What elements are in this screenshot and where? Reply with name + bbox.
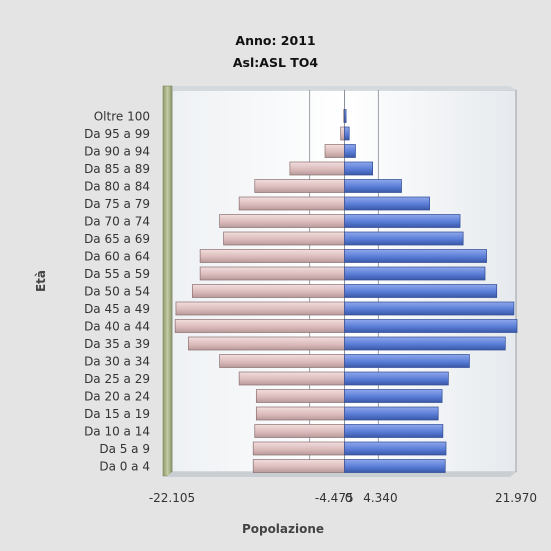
plot-top-edge: [166, 86, 516, 90]
age-label-9: Da 55 a 59: [84, 267, 150, 281]
bar-male-1: [344, 126, 350, 141]
x-axis-title: Popolazione: [242, 522, 324, 536]
bar-female-20: [252, 459, 345, 473]
bar-female-2: [324, 144, 345, 158]
bar-male-8: [344, 249, 487, 263]
bar-female-11: [175, 301, 345, 316]
chart-subtitle: Asl:ASL TO4: [232, 55, 319, 70]
bar-male-6: [344, 214, 461, 228]
bar-female-17: [255, 406, 345, 421]
bar-male-20: [344, 459, 446, 473]
age-label-5: Da 75 a 79: [84, 197, 150, 211]
age-label-17: Da 15 a 19: [84, 407, 150, 421]
bar-male-16: [344, 389, 443, 403]
bar-female-14: [219, 354, 345, 368]
age-label-14: Da 30 a 34: [84, 355, 150, 369]
age-label-0: Oltre 100: [94, 110, 150, 124]
plot-floor: [166, 472, 516, 477]
chart-title: Anno: 2011: [235, 33, 316, 48]
bar-male-7: [344, 231, 464, 246]
age-label-6: Da 70 a 74: [84, 215, 150, 229]
bar-female-10: [191, 284, 345, 298]
bar-female-15: [238, 371, 345, 386]
bar-male-2: [344, 144, 356, 158]
x-tick-label-2: 0: [345, 491, 353, 505]
chart-title-block: Anno: 2011 Asl:ASL TO4: [0, 30, 551, 74]
bar-male-5: [344, 196, 430, 211]
bar-female-5: [238, 196, 345, 211]
bar-female-8: [199, 249, 345, 263]
bar-male-14: [344, 354, 470, 368]
age-label-1: Da 95 a 99: [84, 127, 150, 141]
bar-female-18: [254, 424, 345, 438]
age-label-2: Da 90 a 94: [84, 145, 150, 159]
x-tick-label-3: 4.340: [363, 491, 397, 505]
age-label-8: Da 60 a 64: [84, 250, 150, 264]
y-axis-title: Età: [34, 270, 48, 292]
age-label-12: Da 40 a 44: [84, 320, 150, 334]
bar-male-9: [344, 266, 486, 281]
bar-male-13: [344, 336, 506, 351]
bar-male-17: [344, 406, 439, 421]
age-label-20: Da 0 a 4: [99, 460, 150, 474]
bar-male-0: [344, 109, 347, 123]
age-label-19: Da 5 a 9: [99, 442, 150, 456]
bar-female-6: [219, 214, 345, 228]
bar-female-3: [289, 161, 345, 176]
bar-female-12: [174, 319, 345, 333]
age-label-18: Da 10 a 14: [84, 425, 150, 439]
bar-female-7: [223, 231, 345, 246]
bar-male-3: [344, 161, 373, 176]
x-tick-label-4: 21.970: [495, 491, 537, 505]
age-label-7: Da 65 a 69: [84, 232, 150, 246]
bar-male-12: [344, 319, 518, 333]
bar-male-11: [344, 301, 515, 316]
bar-male-18: [344, 424, 444, 438]
bar-male-19: [344, 441, 447, 456]
left-wall: [162, 85, 173, 477]
bar-female-16: [255, 389, 345, 403]
age-label-3: Da 85 a 89: [84, 162, 150, 176]
bar-female-4: [254, 179, 345, 193]
age-label-15: Da 25 a 29: [84, 372, 150, 386]
bar-female-19: [252, 441, 345, 456]
age-label-11: Da 45 a 49: [84, 302, 150, 316]
age-label-13: Da 35 a 39: [84, 337, 150, 351]
bar-male-4: [344, 179, 402, 193]
bar-male-10: [344, 284, 498, 298]
bar-female-9: [199, 266, 345, 281]
bar-female-1: [340, 126, 345, 141]
x-tick-label-1: -4.475: [315, 491, 354, 505]
age-label-4: Da 80 a 84: [84, 180, 150, 194]
x-tick-label-0: -22.105: [149, 491, 195, 505]
age-label-10: Da 50 a 54: [84, 285, 150, 299]
bar-male-15: [344, 371, 449, 386]
age-label-16: Da 20 a 24: [84, 390, 150, 404]
bar-female-13: [188, 336, 345, 351]
